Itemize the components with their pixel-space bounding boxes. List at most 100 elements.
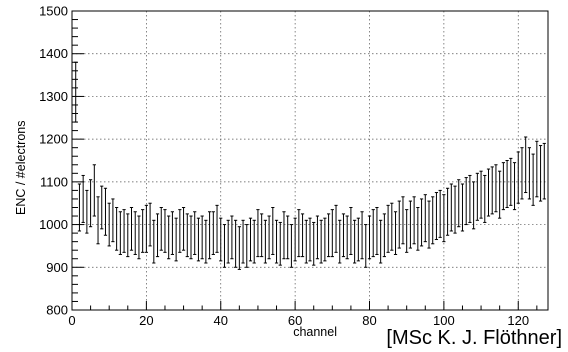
error-bar-point xyxy=(74,61,78,123)
grid-lines xyxy=(72,11,548,310)
error-bar-point xyxy=(527,147,532,200)
error-bar-point xyxy=(319,219,323,264)
error-bar-point xyxy=(234,219,238,268)
error-bar-point xyxy=(423,194,427,243)
error-bar-point xyxy=(200,215,204,260)
error-bar-point xyxy=(252,219,256,264)
data-points xyxy=(74,61,546,270)
error-bar-point xyxy=(431,196,435,245)
error-bar-point xyxy=(512,162,517,211)
error-bar-point xyxy=(148,202,152,247)
x-tick-label: 100 xyxy=(433,313,455,328)
y-tick-label: 800 xyxy=(46,303,68,318)
error-bar-point xyxy=(479,170,483,219)
error-bar-point xyxy=(505,160,509,208)
error-bar-point xyxy=(419,198,424,247)
error-bar-point xyxy=(219,217,223,262)
error-bar-point xyxy=(379,219,383,264)
error-bar-point xyxy=(312,221,316,266)
error-bar-point xyxy=(308,217,312,262)
error-bar-point xyxy=(196,217,201,262)
error-bar-point xyxy=(304,219,308,264)
error-bar-point xyxy=(163,209,167,253)
error-bar-point xyxy=(401,196,405,245)
error-bar-point xyxy=(375,206,379,255)
error-bar-point xyxy=(248,217,253,262)
error-bar-point xyxy=(193,211,197,255)
y-tick-label: 1200 xyxy=(39,132,68,147)
error-bar-point xyxy=(282,211,286,260)
error-bar-point xyxy=(129,206,134,251)
error-bar-point xyxy=(356,217,360,262)
x-tick-label: 0 xyxy=(68,313,75,328)
error-bar-point xyxy=(118,211,122,255)
error-bar-point xyxy=(103,187,108,236)
error-bar-point xyxy=(538,145,543,202)
error-bar-point xyxy=(468,174,472,223)
error-bar-point xyxy=(524,136,528,194)
error-bar-point xyxy=(516,151,520,204)
error-bar-point xyxy=(237,226,241,270)
error-bar-point xyxy=(535,140,539,198)
error-bar-point xyxy=(230,215,234,260)
y-tick-label: 1400 xyxy=(39,46,68,61)
error-bar-point xyxy=(100,185,104,230)
error-bar-point xyxy=(215,204,219,253)
error-bar-point xyxy=(137,215,141,260)
error-bar-point xyxy=(334,204,338,253)
error-bar-point xyxy=(323,217,327,262)
error-bar-point xyxy=(271,206,275,255)
error-bar-point xyxy=(341,213,346,258)
error-bar-point xyxy=(133,211,137,255)
error-bar-point xyxy=(490,166,494,215)
error-bar-point xyxy=(408,200,413,249)
error-bar-point xyxy=(475,172,479,221)
error-bar-point xyxy=(434,192,439,241)
error-bar-point xyxy=(159,206,163,251)
error-bar-point xyxy=(174,217,178,262)
error-bar-point xyxy=(263,219,267,264)
y-tick-label: 900 xyxy=(46,260,68,275)
error-bar-point xyxy=(427,200,431,249)
error-bar-point xyxy=(77,183,82,232)
error-bar-point xyxy=(367,215,372,260)
error-bar-point xyxy=(226,219,230,264)
error-bar-point xyxy=(181,206,186,251)
author-credit: [MSc K. J. Flöthner] xyxy=(386,327,562,349)
error-bar-point xyxy=(144,204,148,253)
error-bar-point xyxy=(542,142,546,200)
error-bar-point xyxy=(386,204,390,253)
error-bar-point xyxy=(81,174,85,223)
error-bar-point xyxy=(126,213,130,258)
error-bar-point xyxy=(364,224,368,268)
error-bar-point xyxy=(457,179,461,228)
error-bar-point xyxy=(501,162,505,211)
error-bar-point xyxy=(326,213,331,258)
error-bar-point xyxy=(245,224,249,268)
error-bar-point xyxy=(204,219,208,264)
error-bar-point xyxy=(211,211,215,255)
error-bar-point xyxy=(438,189,442,238)
error-bar-point xyxy=(286,215,290,260)
y-tick-label: 1500 xyxy=(39,4,68,19)
error-bar-point xyxy=(293,217,297,262)
error-bar-point xyxy=(85,189,89,234)
error-bar-point xyxy=(267,215,271,260)
error-bar-point xyxy=(345,215,349,260)
error-bar-point xyxy=(315,215,320,260)
error-bar-point xyxy=(393,211,398,255)
error-bar-point xyxy=(111,198,115,243)
error-bar-point xyxy=(382,213,386,258)
error-bar-point xyxy=(509,157,513,206)
error-bar-point xyxy=(115,206,119,251)
error-bar-point xyxy=(498,170,502,219)
error-bar-point xyxy=(520,147,524,200)
error-bar-point xyxy=(189,215,193,260)
error-bar-point xyxy=(390,202,394,251)
error-bar-point xyxy=(92,164,96,217)
error-bar-point xyxy=(222,224,227,268)
error-bar-point xyxy=(141,209,145,253)
error-bar-point xyxy=(88,179,93,228)
y-axis-title: ENC / #electrons xyxy=(14,121,28,215)
